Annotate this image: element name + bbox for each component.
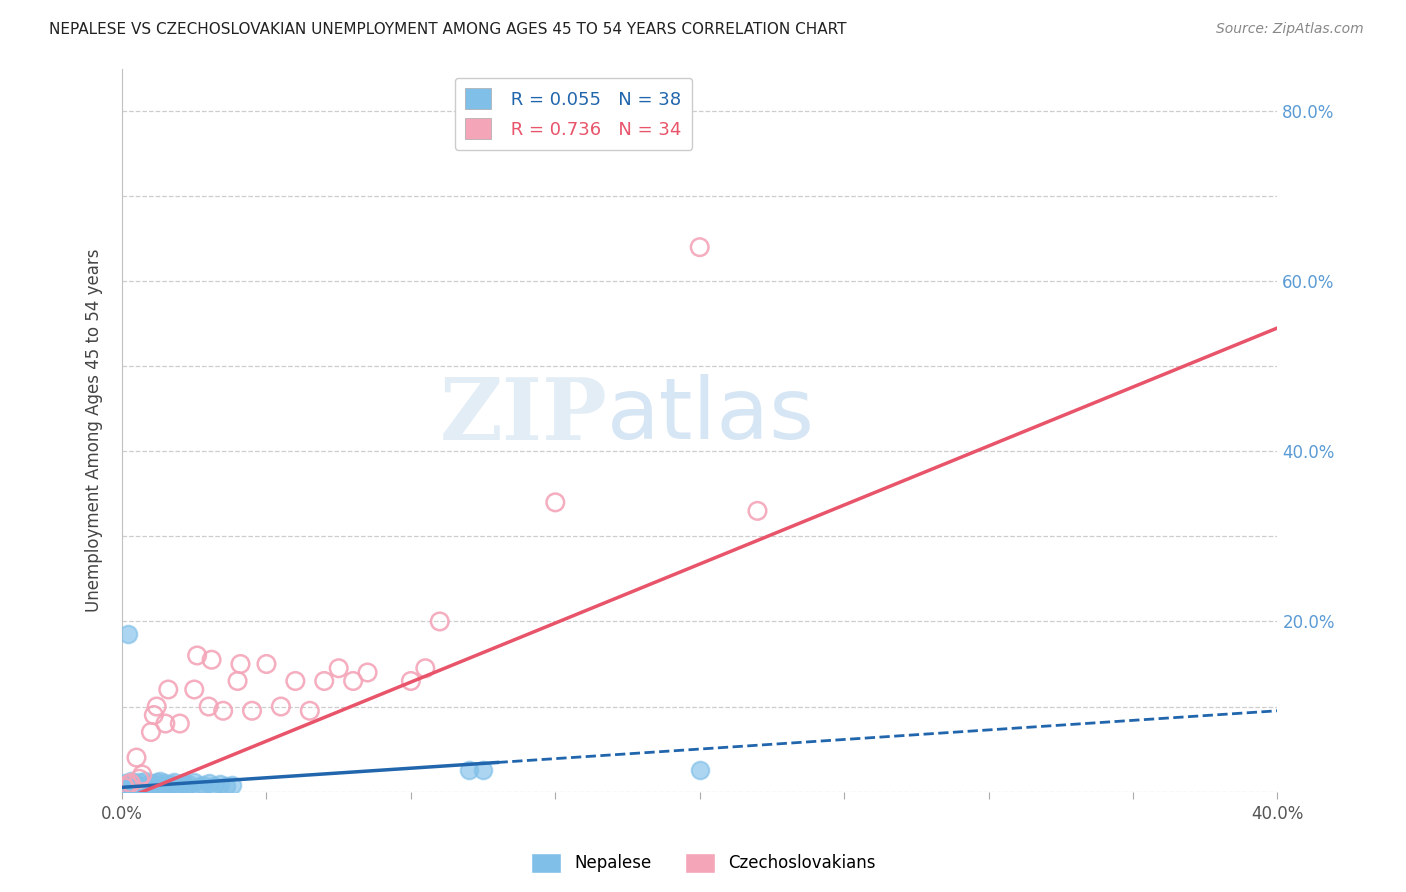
Point xyxy=(544,495,567,509)
Point xyxy=(160,777,183,791)
Point xyxy=(145,699,167,714)
Point xyxy=(117,778,139,792)
Point xyxy=(114,776,136,790)
Point xyxy=(149,780,172,794)
Point xyxy=(197,776,219,790)
Point xyxy=(221,778,243,792)
Text: atlas: atlas xyxy=(607,374,815,457)
Point xyxy=(183,682,205,697)
Legend: Nepalese, Czechoslovakians: Nepalese, Czechoslovakians xyxy=(524,847,882,880)
Point xyxy=(128,772,150,786)
Point xyxy=(191,778,214,792)
Text: ZIP: ZIP xyxy=(440,374,607,458)
Point xyxy=(240,704,263,718)
Y-axis label: Unemployment Among Ages 45 to 54 years: Unemployment Among Ages 45 to 54 years xyxy=(86,248,103,612)
Point xyxy=(142,777,165,791)
Text: Source: ZipAtlas.com: Source: ZipAtlas.com xyxy=(1216,22,1364,37)
Point xyxy=(204,779,226,793)
Point xyxy=(128,775,150,789)
Point xyxy=(186,648,208,663)
Point xyxy=(415,661,437,675)
Point xyxy=(212,704,235,718)
Point xyxy=(172,776,194,790)
Point xyxy=(174,779,197,793)
Point xyxy=(139,725,162,739)
Point xyxy=(125,777,148,791)
Point xyxy=(457,764,479,778)
Point xyxy=(209,777,232,791)
Point xyxy=(125,750,148,764)
Point xyxy=(114,780,136,795)
Point xyxy=(226,673,249,688)
Point xyxy=(200,653,222,667)
Point xyxy=(188,780,211,794)
Point xyxy=(229,657,252,671)
Point xyxy=(284,673,307,688)
Legend:  R = 0.055   N = 38,  R = 0.736   N = 34: R = 0.055 N = 38, R = 0.736 N = 34 xyxy=(454,78,692,150)
Point xyxy=(163,775,186,789)
Point xyxy=(136,778,159,792)
Point xyxy=(342,673,364,688)
Point xyxy=(131,767,153,781)
Point xyxy=(117,627,139,641)
Point xyxy=(120,776,142,790)
Point xyxy=(157,779,180,793)
Point xyxy=(328,661,350,675)
Point xyxy=(166,780,188,794)
Point xyxy=(142,708,165,723)
Point xyxy=(429,615,451,629)
Point xyxy=(134,773,156,788)
Point xyxy=(114,780,136,795)
Point xyxy=(256,657,278,671)
Text: NEPALESE VS CZECHOSLOVAKIAN UNEMPLOYMENT AMONG AGES 45 TO 54 YEARS CORRELATION C: NEPALESE VS CZECHOSLOVAKIAN UNEMPLOYMENT… xyxy=(49,22,846,37)
Point xyxy=(155,776,177,790)
Point xyxy=(117,778,139,792)
Point xyxy=(120,774,142,789)
Point xyxy=(689,240,711,254)
Point xyxy=(298,704,321,718)
Point xyxy=(183,775,205,789)
Point xyxy=(747,504,769,518)
Point xyxy=(356,665,378,680)
Point xyxy=(139,776,162,790)
Point xyxy=(149,773,172,788)
Point xyxy=(472,764,495,778)
Point xyxy=(197,699,219,714)
Point xyxy=(145,775,167,789)
Point xyxy=(314,673,336,688)
Point xyxy=(399,673,422,688)
Point xyxy=(270,699,292,714)
Point xyxy=(177,777,200,791)
Point xyxy=(689,764,711,778)
Point xyxy=(215,780,238,794)
Point xyxy=(155,716,177,731)
Point xyxy=(131,780,153,794)
Point xyxy=(169,778,191,792)
Point xyxy=(122,779,145,793)
Point xyxy=(152,778,174,792)
Point xyxy=(157,682,180,697)
Point xyxy=(139,779,162,793)
Point xyxy=(169,716,191,731)
